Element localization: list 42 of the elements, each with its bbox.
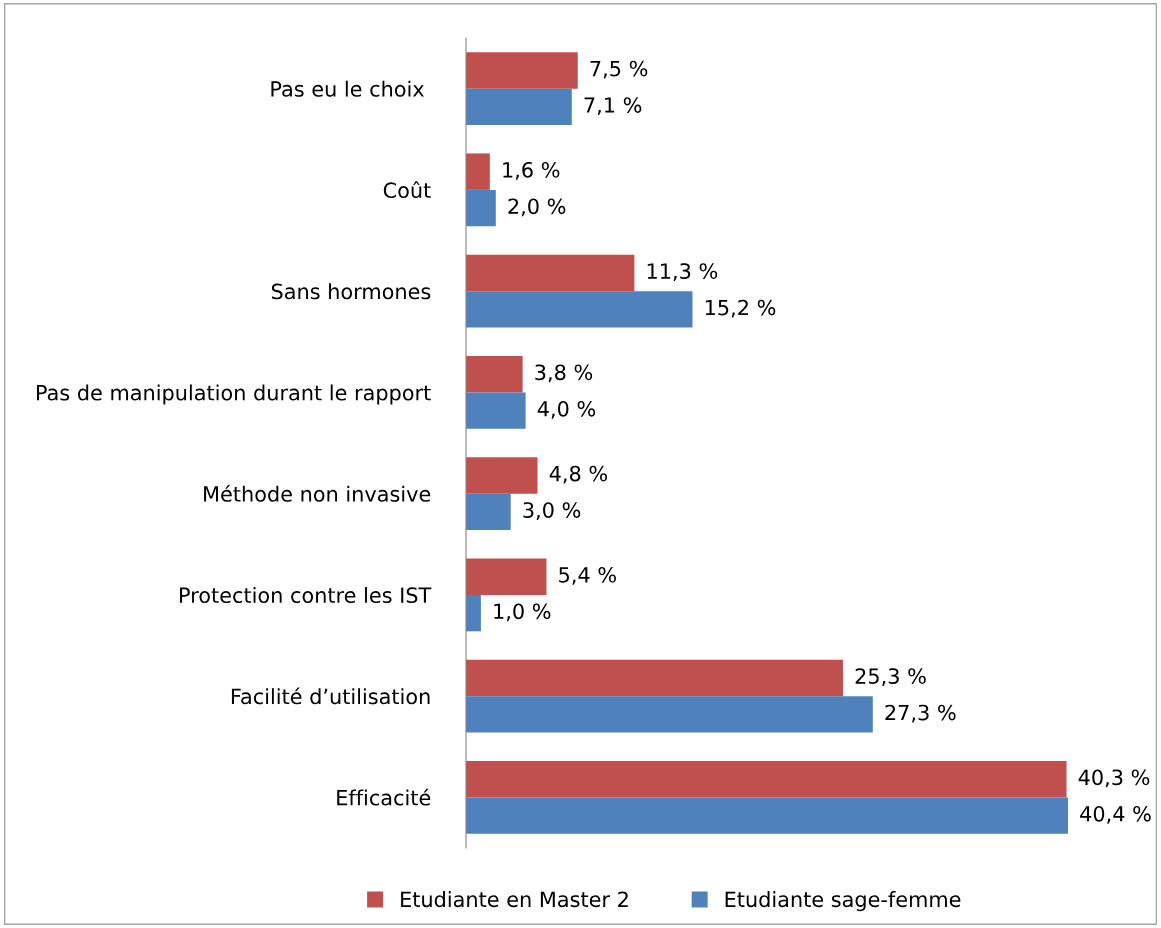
data-label: 4,0 %: [537, 400, 596, 419]
bar: [466, 189, 496, 227]
bar: [466, 558, 547, 595]
data-label: 3,8 %: [535, 364, 593, 383]
y-tick-label: Méthode non invasive: [204, 484, 431, 502]
y-tick-label: Protection contre les IST: [180, 586, 432, 604]
bar: [466, 594, 481, 632]
data-label: 4,8 %: [549, 465, 608, 484]
data-label: 25,3 %: [855, 668, 926, 687]
data-label: 1,6 %: [503, 161, 560, 180]
data-label: 40,3 %: [1078, 769, 1150, 788]
y-tick-label: Pas de manipulation durant le rapport: [36, 384, 431, 405]
y-tick-label: Efficacité: [337, 788, 431, 806]
data-label: 11,3 %: [647, 263, 718, 282]
bar: [466, 493, 511, 531]
bar: [466, 797, 1068, 834]
data-label: 1,0 %: [494, 603, 551, 622]
y-tick-label: Sans hormones: [271, 283, 431, 300]
bar: [466, 254, 635, 292]
bar: [466, 355, 523, 393]
data-label: 40,4 %: [1080, 805, 1151, 824]
y-tick-label: Coût: [383, 181, 431, 199]
bar: [466, 88, 572, 126]
bar: [466, 696, 873, 733]
data-label: 3,0 %: [523, 502, 581, 521]
bar: [466, 457, 538, 494]
y-tick-label: Facilité d’utilisation: [231, 687, 430, 705]
data-label: 2,0 %: [508, 198, 566, 217]
bar: [466, 760, 1067, 798]
data-label: 7,5 %: [590, 60, 648, 79]
bar: [466, 153, 490, 190]
data-label: 15,2 %: [705, 299, 776, 318]
bar: [466, 52, 578, 89]
legend-label: Etudiante sage-femme: [725, 891, 961, 912]
y-tick-label: Pas eu le choix: [271, 80, 424, 97]
data-label: 7,1 %: [584, 97, 642, 116]
data-label: 27,3 %: [885, 704, 956, 723]
legend-label: Etudiante en Master 2: [401, 891, 628, 908]
bar: [466, 392, 526, 429]
bar: [466, 291, 693, 328]
bar: [466, 659, 843, 697]
data-label: 5,4 %: [559, 566, 616, 585]
